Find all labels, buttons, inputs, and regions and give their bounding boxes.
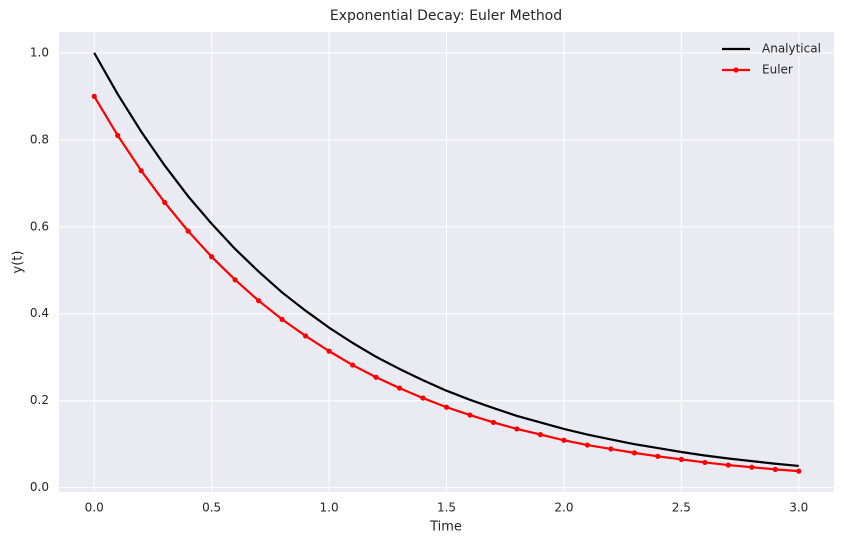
data-point — [561, 437, 567, 443]
data-point — [537, 432, 544, 438]
data-point — [490, 419, 497, 426]
data-point — [772, 466, 778, 472]
chart-title: Exponential Decay: Euler Method — [330, 8, 562, 24]
data-point — [796, 468, 802, 474]
data-point — [349, 362, 356, 368]
x-tick-label: 1.5 — [437, 501, 456, 515]
data-point — [749, 464, 755, 470]
data-point — [702, 459, 708, 466]
data-point — [631, 450, 637, 456]
data-point — [302, 333, 309, 339]
data-point — [162, 199, 168, 206]
data-point — [185, 228, 191, 234]
legend-label: Euler — [762, 63, 793, 77]
x-tick-label: 3.0 — [789, 501, 808, 515]
x-tick-label: 2.0 — [554, 501, 573, 515]
data-point — [373, 374, 379, 380]
x-tick-label: 0.0 — [85, 501, 104, 515]
data-point — [256, 298, 262, 304]
y-tick-label: 1.0 — [30, 45, 49, 59]
y-tick-label: 0.8 — [30, 132, 49, 146]
data-point — [467, 412, 473, 418]
x-tick-label: 1.0 — [320, 501, 339, 515]
data-point — [279, 316, 285, 322]
data-point — [655, 453, 661, 459]
legend-label: Analytical — [762, 42, 821, 56]
y-tick-label: 0.6 — [30, 219, 49, 233]
data-point — [514, 426, 520, 432]
y-tick-label: 0.0 — [30, 480, 49, 494]
data-point — [209, 254, 215, 260]
data-point — [232, 277, 238, 283]
data-point — [420, 395, 426, 401]
legend: Analytical Euler — [722, 42, 821, 77]
data-point — [396, 385, 403, 391]
y-axis-label: y(t) — [11, 251, 26, 274]
y-tick-label: 0.4 — [30, 306, 49, 320]
data-point — [443, 404, 450, 410]
data-point — [584, 442, 591, 448]
data-point — [91, 93, 97, 99]
x-tick-label: 0.5 — [202, 501, 221, 515]
data-point — [725, 462, 731, 468]
lines — [91, 52, 802, 474]
grid — [59, 32, 834, 492]
data-point — [326, 348, 332, 354]
data-point — [115, 132, 121, 139]
data-point — [678, 456, 684, 462]
y-tick-label: 0.2 — [30, 393, 49, 407]
x-axis-label: Time — [429, 520, 462, 535]
legend-marker — [733, 67, 739, 73]
data-point — [138, 168, 144, 174]
series-line — [93, 52, 799, 468]
data-point — [608, 446, 614, 452]
x-tick-label: 2.5 — [672, 501, 691, 515]
